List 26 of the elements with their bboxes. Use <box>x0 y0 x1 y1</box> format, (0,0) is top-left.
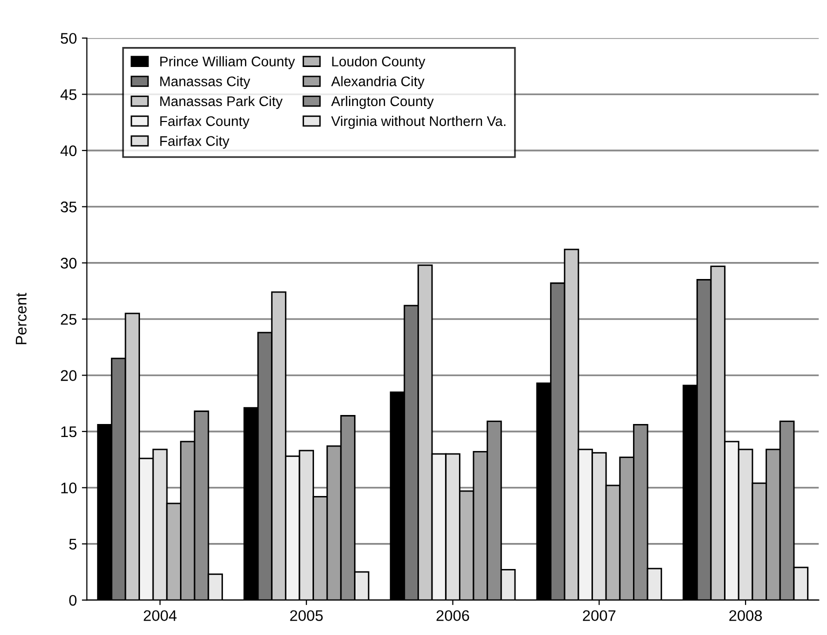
y-tick-label: 25 <box>60 314 76 325</box>
legend-label: Alexandria City <box>331 76 424 90</box>
legend-label: Manassas Park City <box>160 96 283 109</box>
y-tick-label: 15 <box>61 426 76 438</box>
x-tick-label: 2007 <box>582 610 616 622</box>
x-tick-label: 2006 <box>436 610 470 622</box>
legend-label: Virginia without Northern Va. <box>331 116 506 129</box>
y-tick-label: 10 <box>61 482 77 494</box>
legend-label: Loudon County <box>332 56 426 70</box>
legend-label: Arlington County <box>331 96 434 109</box>
y-tick-label: 30 <box>60 258 77 269</box>
y-axis-title: Percent <box>16 292 27 344</box>
x-tick-label: 2008 <box>729 610 762 622</box>
y-tick-label: 20 <box>60 370 77 381</box>
y-tick-label: 5 <box>69 538 76 550</box>
y-tick-label: 50 <box>60 32 77 44</box>
legend-label: Fairfax County <box>160 116 250 129</box>
y-tick-label: 0 <box>69 594 77 606</box>
x-tick-label: 2004 <box>144 610 177 622</box>
x-tick-label: 2005 <box>290 610 323 622</box>
legend-label: Prince William County <box>160 56 295 70</box>
y-tick-label: 45 <box>60 89 76 100</box>
y-tick-label: 35 <box>60 202 76 212</box>
legend-label: Fairfax City <box>160 136 230 149</box>
legend-label: Manassas City <box>160 76 250 90</box>
y-tick-label: 40 <box>60 145 77 156</box>
